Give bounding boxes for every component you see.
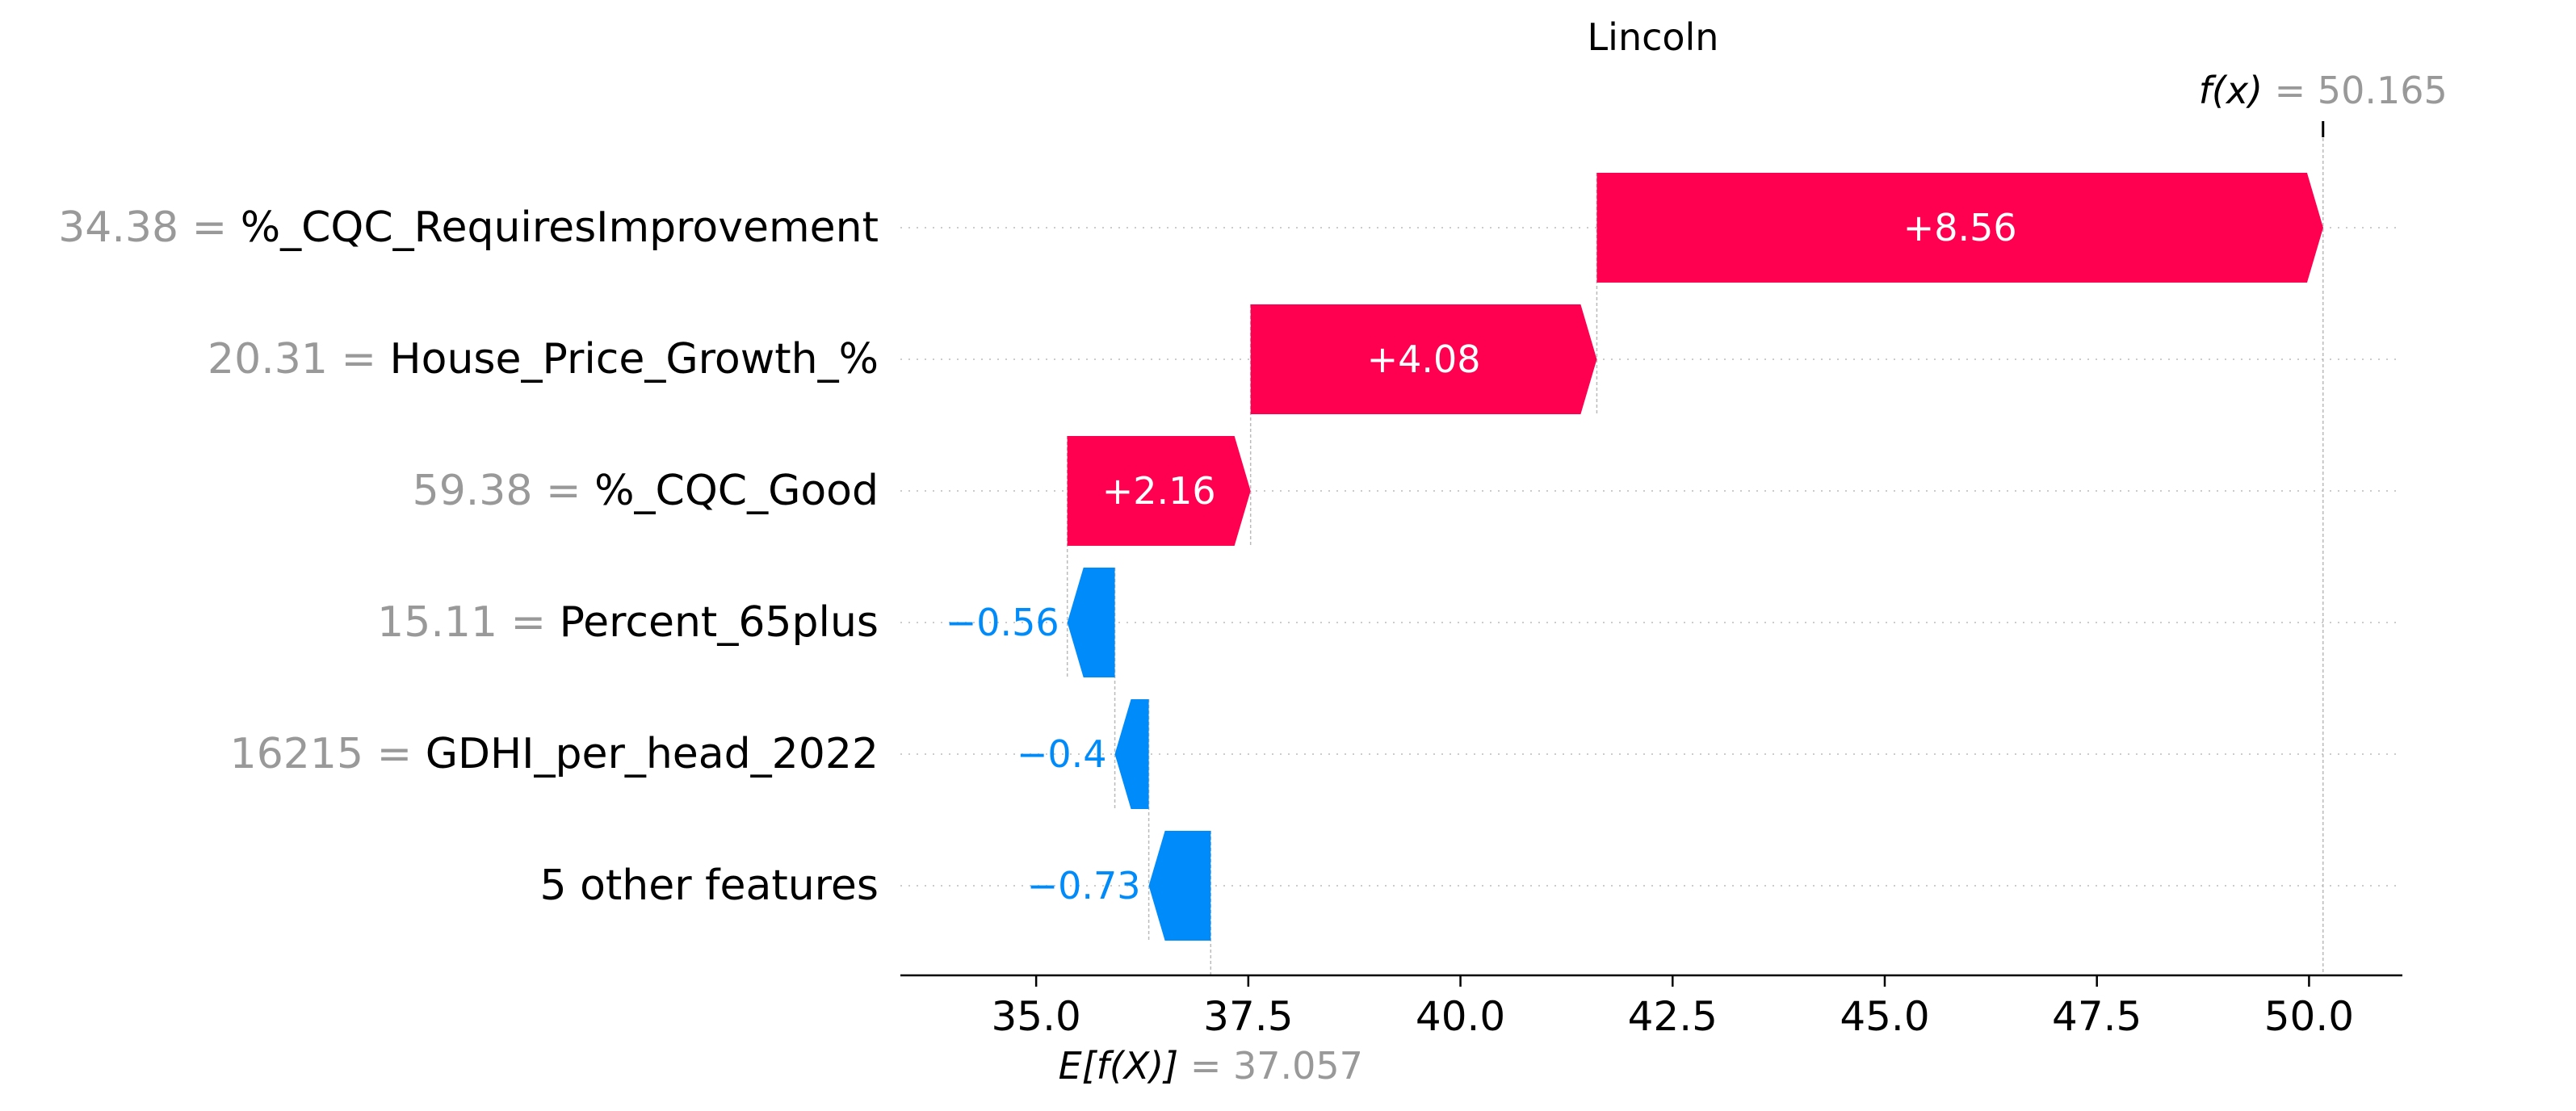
negative-bar xyxy=(1148,831,1211,941)
base-value: = 37.057 xyxy=(1190,1044,1363,1088)
feature-value: 34.38 = xyxy=(58,203,241,252)
feature-name: Percent_65plus xyxy=(560,598,879,647)
base-label: E[f(X)] xyxy=(1059,1044,1190,1088)
contribution-label: +4.08 xyxy=(1367,337,1481,381)
feature-name: %_CQC_RequiresImprovement xyxy=(241,203,879,252)
contribution-label: −0.4 xyxy=(1017,732,1107,776)
bars-layer: +8.56 +4.08 +2.16 −0.56 −0.4 −0.73 xyxy=(946,173,2323,941)
x-tick-label: 40.0 xyxy=(1416,993,1505,1040)
x-tick-label: 45.0 xyxy=(1840,993,1929,1040)
feature-label: 15.11 = Percent_65plus xyxy=(377,598,879,647)
positive-bar xyxy=(1250,304,1597,414)
chart-title: Lincoln xyxy=(1588,15,1719,59)
feature-label: 20.31 = House_Price_Growth_% xyxy=(208,335,879,384)
feature-label: 5 other features xyxy=(539,862,879,910)
feature-name: %_CQC_Good xyxy=(594,467,879,515)
feature-name: GDHI_per_head_2022 xyxy=(426,730,879,778)
x-axis: 35.0 37.5 40.0 42.5 45.0 47.5 50.0 xyxy=(900,974,2402,1040)
feature-value: 15.11 = xyxy=(377,598,560,647)
positive-bar xyxy=(1596,173,2323,283)
fx-annotation: f(x) = 50.165 xyxy=(2199,69,2448,112)
annotations: f(x) = 50.165 E[f(X)] = 37.057 xyxy=(1059,69,2448,1088)
feature-label: 16215 = GDHI_per_head_2022 xyxy=(230,730,879,778)
positive-bar xyxy=(1067,436,1251,546)
feature-label: 34.38 = %_CQC_RequiresImprovement xyxy=(58,203,879,252)
feature-labels: 34.38 = %_CQC_RequiresImprovement 20.31 =… xyxy=(58,203,879,910)
feature-value: 16215 = xyxy=(230,730,426,778)
feature-name: 5 other features xyxy=(539,862,879,910)
x-tick-label: 47.5 xyxy=(2052,993,2142,1040)
x-tick-label: 42.5 xyxy=(1628,993,1718,1040)
fx-label: f(x) xyxy=(2199,69,2275,112)
contribution-label: −0.56 xyxy=(946,601,1059,644)
contribution-label: +2.16 xyxy=(1102,469,1216,513)
negative-bar xyxy=(1114,699,1149,809)
feature-value: 59.38 = xyxy=(413,467,595,515)
base-annotation: E[f(X)] = 37.057 xyxy=(1059,1044,1363,1088)
x-tick-label: 50.0 xyxy=(2264,993,2354,1040)
feature-label: 59.38 = %_CQC_Good xyxy=(413,467,879,515)
x-tick-label: 35.0 xyxy=(991,993,1080,1040)
contribution-label: +8.56 xyxy=(1903,206,2017,249)
contribution-label: −0.73 xyxy=(1027,864,1141,908)
feature-value: 20.31 = xyxy=(208,335,390,384)
feature-name: House_Price_Growth_% xyxy=(390,335,879,384)
negative-bar xyxy=(1067,568,1115,677)
fx-value: = 50.165 xyxy=(2275,69,2448,112)
x-tick-label: 37.5 xyxy=(1203,993,1293,1040)
